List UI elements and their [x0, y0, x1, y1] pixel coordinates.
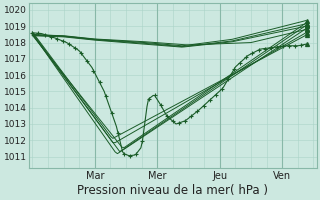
X-axis label: Pression niveau de la mer( hPa ): Pression niveau de la mer( hPa ): [77, 184, 268, 197]
